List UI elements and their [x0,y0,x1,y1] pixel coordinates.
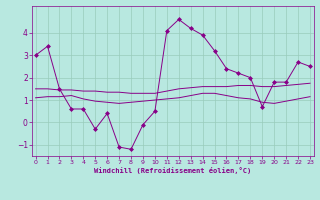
X-axis label: Windchill (Refroidissement éolien,°C): Windchill (Refroidissement éolien,°C) [94,167,252,174]
